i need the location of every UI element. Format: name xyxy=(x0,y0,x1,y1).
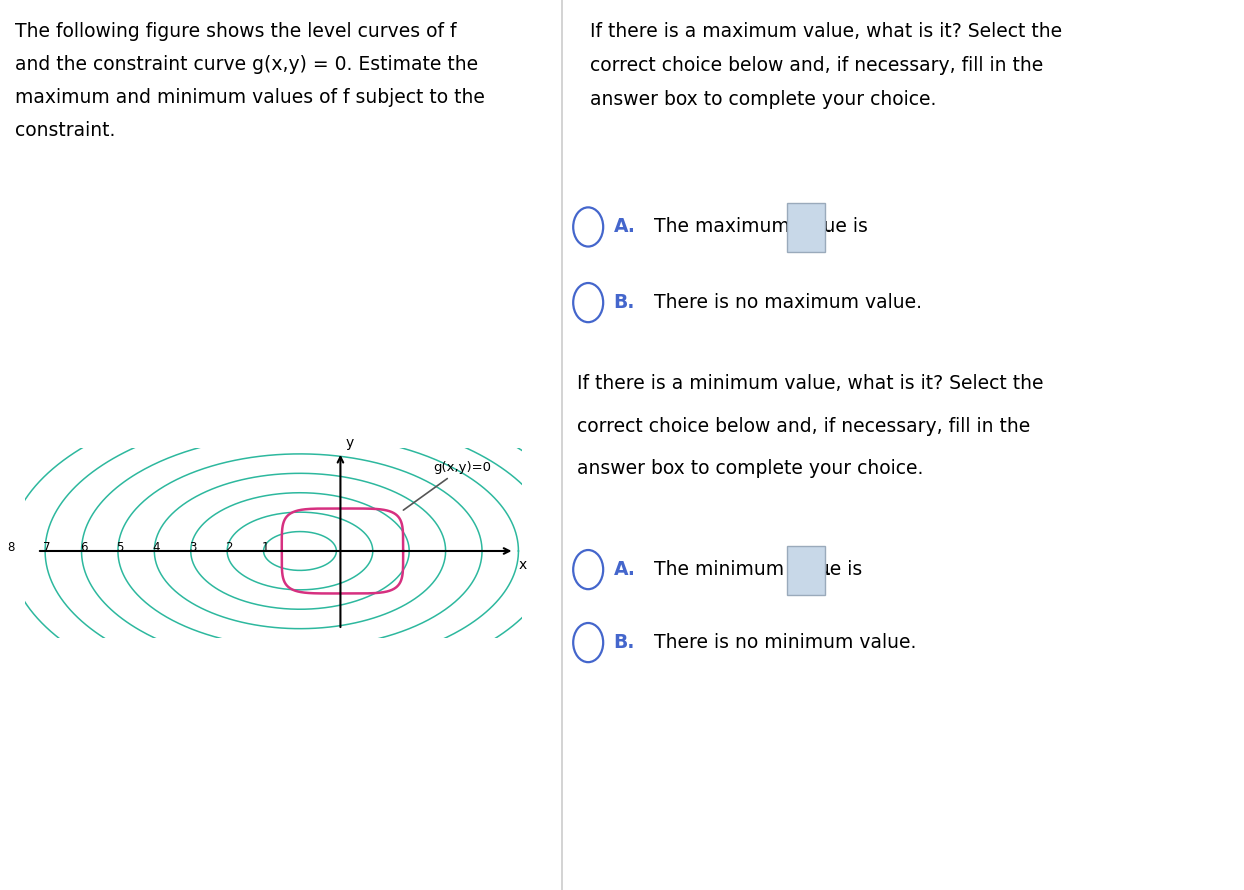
Text: 7: 7 xyxy=(44,541,51,554)
Text: and the constraint curve g(x,y) = 0. Estimate the: and the constraint curve g(x,y) = 0. Est… xyxy=(15,55,478,74)
Text: 6: 6 xyxy=(80,541,87,554)
Text: .: . xyxy=(826,217,832,237)
Text: B.: B. xyxy=(613,633,634,652)
Text: x: x xyxy=(519,558,526,572)
Text: answer box to complete your choice.: answer box to complete your choice. xyxy=(590,90,935,109)
Text: correct choice below and, if necessary, fill in the: correct choice below and, if necessary, … xyxy=(590,56,1042,75)
Text: 8: 8 xyxy=(7,541,15,554)
FancyBboxPatch shape xyxy=(787,203,825,252)
Text: The maximum value is: The maximum value is xyxy=(654,217,868,237)
Text: maximum and minimum values of f subject to the: maximum and minimum values of f subject … xyxy=(15,88,485,107)
Text: There is no minimum value.: There is no minimum value. xyxy=(654,633,917,652)
Text: answer box to complete your choice.: answer box to complete your choice. xyxy=(577,459,923,478)
Text: A.: A. xyxy=(613,560,636,579)
Text: .: . xyxy=(826,560,832,579)
Text: correct choice below and, if necessary, fill in the: correct choice below and, if necessary, … xyxy=(577,417,1030,435)
Text: B.: B. xyxy=(613,293,634,312)
Text: 1: 1 xyxy=(261,541,270,554)
Text: The following figure shows the level curves of f: The following figure shows the level cur… xyxy=(15,22,457,41)
Text: There is no maximum value.: There is no maximum value. xyxy=(654,293,922,312)
Text: 2: 2 xyxy=(225,541,233,554)
Text: y: y xyxy=(346,436,353,449)
Text: The minimum value is: The minimum value is xyxy=(654,560,862,579)
Text: g(x,y)=0: g(x,y)=0 xyxy=(403,461,491,510)
Text: If there is a maximum value, what is it? Select the: If there is a maximum value, what is it?… xyxy=(590,22,1062,41)
Text: 5: 5 xyxy=(116,541,123,554)
Text: If there is a minimum value, what is it? Select the: If there is a minimum value, what is it?… xyxy=(577,374,1044,392)
FancyBboxPatch shape xyxy=(787,546,825,595)
Text: constraint.: constraint. xyxy=(15,121,116,140)
Text: 4: 4 xyxy=(153,541,160,554)
Text: 3: 3 xyxy=(189,541,197,554)
Text: A.: A. xyxy=(613,217,636,237)
